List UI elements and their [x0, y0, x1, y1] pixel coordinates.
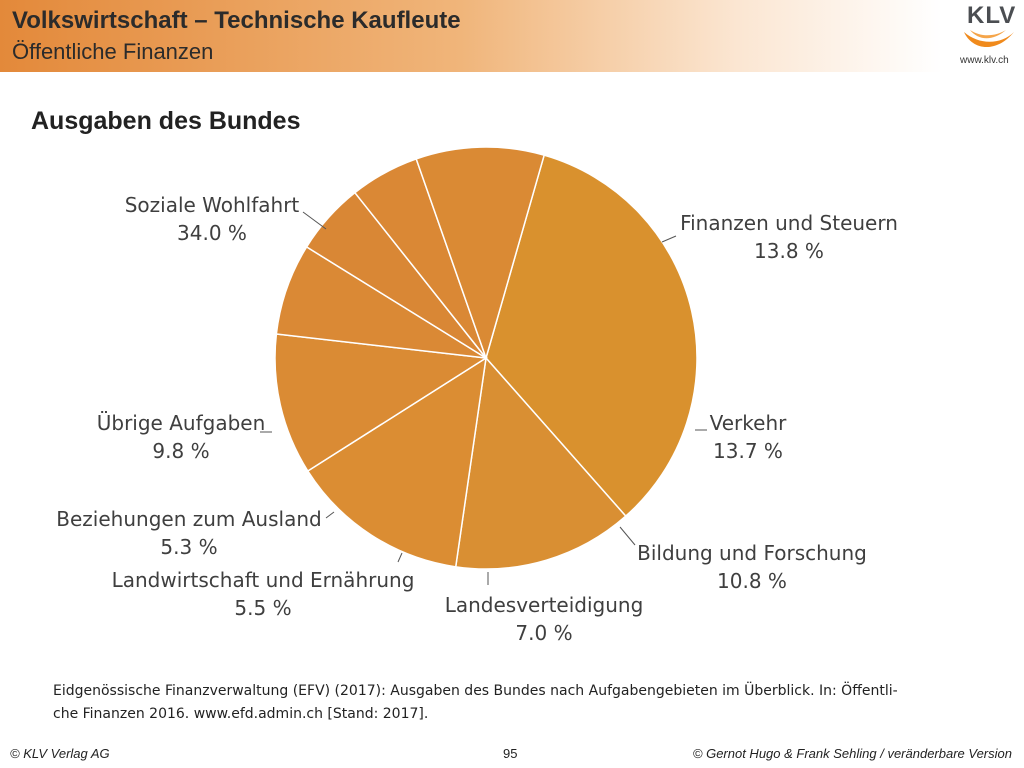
slide-heading: Ausgaben des Bundes	[31, 107, 301, 135]
leader-line-4	[619, 526, 636, 546]
slice-label-8: Übrige Aufgaben	[97, 411, 266, 435]
footer-copyright: © KLV Verlag AG	[10, 746, 110, 761]
slice-label-4: Bildung und Forschung	[637, 541, 867, 565]
pie-slice-1	[485, 154, 698, 518]
source-citation: Eidgenössische Finanzverwaltung (EFV) (2…	[53, 680, 923, 726]
pie-slice-8	[415, 146, 546, 361]
pie-slice-3	[306, 356, 487, 568]
header-bar: Volkswirtschaft – Technische Kaufleute Ö…	[0, 0, 1024, 72]
slice-label-6: Landwirtschaft und Ernährung	[112, 568, 415, 592]
slice-label-7: Beziehungen zum Ausland	[56, 507, 321, 531]
slice-value-2: 13.8 %	[754, 239, 824, 263]
logo-url: www.klv.ch	[960, 55, 1009, 66]
header-subtitle: Öffentliche Finanzen	[12, 39, 214, 64]
logo-text: KLV	[967, 2, 1017, 29]
logo-swoosh-icon	[964, 30, 1014, 48]
slice-value-6: 5.5 %	[234, 596, 291, 620]
source-line-1: Eidgenössische Finanzverwaltung (EFV) (2…	[53, 683, 898, 699]
footer-authors: © Gernot Hugo & Frank Sehling / veränder…	[692, 746, 1012, 761]
slice-value-7: 5.3 %	[160, 535, 217, 559]
header-title: Volkswirtschaft – Technische Kaufleute	[12, 7, 461, 34]
slice-value-4: 10.8 %	[717, 569, 787, 593]
slice-label-3: Verkehr	[710, 411, 788, 435]
slice-value-5: 7.0 %	[515, 621, 572, 645]
slice-label-1: Soziale Wohlfahrt	[125, 193, 300, 217]
leader-line-2	[661, 235, 677, 243]
slice-value-3: 13.7 %	[713, 439, 783, 463]
pie-slice-4	[274, 333, 489, 473]
pie-slice-2	[454, 356, 627, 570]
leader-line-6	[397, 552, 403, 563]
slice-label-5: Landesverteidigung	[445, 593, 644, 617]
source-line-2: che Finanzen 2016. www.efd.admin.ch [Sta…	[53, 706, 429, 722]
leader-line-1	[302, 211, 327, 230]
slice-value-1: 34.0 %	[177, 221, 247, 245]
leader-line-7	[325, 511, 335, 519]
slice-value-8: 9.8 %	[152, 439, 209, 463]
slice-label-2: Finanzen und Steuern	[680, 211, 898, 235]
klv-logo: KLV www.klv.ch	[948, 0, 1024, 72]
pie-chart: Soziale Wohlfahrt 34.0 % Finanzen und Steu…	[56, 146, 898, 645]
footer-page-number: 95	[503, 746, 518, 761]
